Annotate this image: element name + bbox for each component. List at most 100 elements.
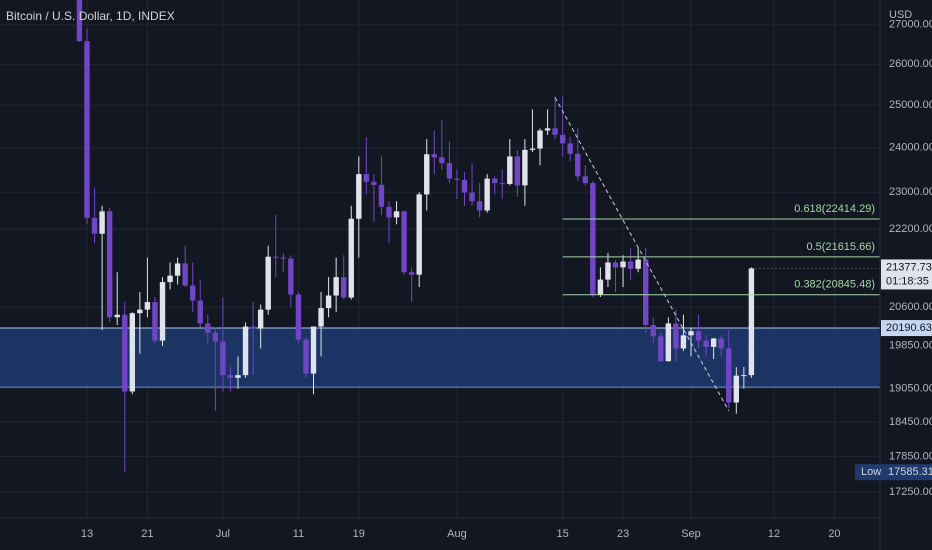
candle-body — [257, 309, 264, 329]
candle-body — [492, 178, 498, 184]
candle-body — [106, 211, 113, 318]
candle-body — [726, 348, 732, 403]
candle-body — [658, 336, 664, 362]
zone-price-label: 20190.63 — [886, 322, 932, 334]
candle-body — [431, 154, 437, 158]
candle-body — [544, 128, 551, 131]
trendline — [554, 97, 730, 412]
candle-body — [688, 331, 694, 336]
candle-body — [507, 156, 513, 184]
candle-body — [575, 153, 581, 177]
candle-body — [144, 302, 151, 310]
axes: 17250.00 17850.00 18450.00 19050.00 19850.00… — [81, 19, 932, 540]
candle-body — [597, 279, 604, 295]
candle-body — [446, 163, 453, 179]
candle-body — [197, 300, 203, 324]
candle-body — [288, 258, 294, 295]
candle-body — [99, 211, 105, 234]
candle-body — [333, 277, 339, 296]
candle-body — [537, 130, 543, 149]
low-marker-value: 17585.31 — [888, 466, 932, 478]
y-tick-label: 19850.00 — [889, 340, 932, 352]
candle-body — [710, 338, 717, 347]
fib-label: 0.618(22414.29) — [794, 203, 875, 215]
candle-body — [84, 41, 90, 218]
support-zone — [0, 328, 880, 388]
fib-label: 0.5(21615.66) — [807, 241, 876, 253]
y-tick-label: 26000.00 — [889, 58, 932, 70]
last-price-label: 21377.73 — [886, 261, 932, 273]
x-tick-label: Aug — [447, 528, 467, 540]
candle-body — [620, 261, 626, 268]
y-tick-label: 22200.00 — [889, 223, 932, 235]
candle-body — [205, 323, 211, 333]
candle-body — [408, 272, 415, 275]
candle-body — [522, 149, 528, 186]
y-tick-label: 24000.00 — [889, 142, 932, 154]
low-marker-label: Low — [861, 466, 881, 478]
candle-body — [416, 194, 422, 275]
candle-body — [91, 217, 98, 234]
candle-body — [235, 375, 241, 378]
countdown-label: 01:18:35 — [886, 275, 929, 287]
candle-body — [152, 302, 158, 341]
candle-body — [318, 308, 324, 327]
candle-body — [159, 282, 166, 341]
candle-body — [499, 183, 505, 185]
last-price-box — [881, 259, 932, 290]
candle-body — [612, 262, 619, 268]
x-tick-label: Jul — [216, 528, 230, 540]
x-tick-label: 19 — [353, 528, 365, 540]
candle-body — [469, 192, 475, 202]
candle-body — [295, 294, 302, 340]
y-tick-label: 27000.00 — [889, 19, 932, 31]
candle-body — [348, 218, 354, 298]
candle-body — [378, 184, 385, 207]
candle-body — [273, 256, 279, 258]
candle-body — [424, 154, 430, 195]
plot-area: 0.618(22414.29) 0.5(21615.66) 0.382(20845.… — [0, 0, 880, 473]
candle-body — [190, 285, 196, 301]
x-tick-label: 15 — [557, 528, 569, 540]
y-tick-label: 25000.00 — [889, 99, 932, 111]
candle-body — [76, 0, 83, 42]
x-tick-label: Sep — [681, 528, 701, 540]
candle-body — [635, 259, 641, 269]
candle-body — [325, 295, 332, 309]
candle-body — [476, 201, 483, 211]
y-tick-label: 20600.00 — [889, 301, 932, 313]
y-tick-label: 19050.00 — [889, 383, 932, 395]
candle-body — [643, 259, 649, 325]
candle-body — [439, 157, 445, 164]
zone-price-box — [881, 320, 932, 337]
currency-label: USD — [889, 9, 912, 21]
candle-body — [280, 257, 286, 259]
candle-body — [454, 178, 460, 180]
x-tick-label: 12 — [768, 528, 780, 540]
candle-body — [303, 339, 309, 374]
x-tick-label: 23 — [617, 528, 629, 540]
candle-body — [559, 134, 566, 144]
candle-body — [529, 148, 536, 150]
y-tick-label: 17250.00 — [889, 486, 932, 498]
candle-body — [393, 211, 400, 218]
x-tick-label: 20 — [828, 528, 840, 540]
candle-body — [167, 275, 173, 283]
candle-body — [627, 261, 634, 269]
candle-body — [122, 314, 128, 392]
fib-label: 0.382(20845.48) — [794, 279, 875, 291]
candle-body — [650, 324, 656, 337]
candle-body — [680, 335, 687, 349]
candle-body — [552, 128, 558, 135]
candle-body — [514, 156, 521, 186]
candle-body — [227, 375, 234, 378]
candle-body — [363, 174, 370, 182]
candle-body — [461, 179, 468, 193]
candle-body — [741, 375, 747, 377]
candle-body — [665, 323, 672, 362]
candle-body — [590, 183, 596, 295]
candle-body — [356, 174, 362, 219]
chart-title: Bitcoin / U.S. Dollar, 1D, INDEX — [6, 9, 175, 23]
